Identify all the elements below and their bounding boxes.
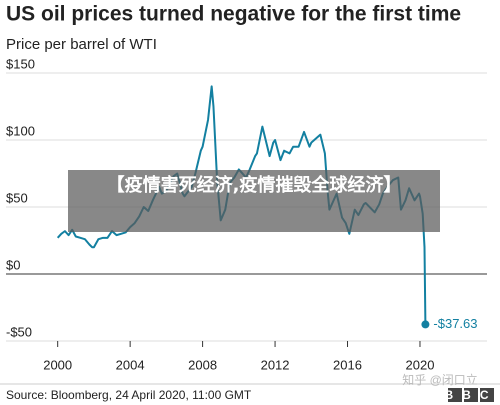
logo-text: BBC [445, 388, 498, 402]
y-tick-label: -$50 [6, 324, 32, 339]
overlay-headline: 【疫情害死经济,疫情摧毁全球经济】 [106, 175, 402, 196]
y-tick-label: $0 [6, 257, 20, 272]
value-label: -$37.63 [433, 316, 477, 331]
y-tick-label: $50 [6, 190, 28, 205]
x-tick-label: 2012 [261, 357, 290, 372]
x-tick-label: 2016 [333, 357, 362, 372]
watermark: 知乎 @闭口立 [402, 372, 478, 387]
x-tick-label: 2000 [43, 357, 72, 372]
y-tick-label: $100 [6, 123, 35, 138]
end-point [421, 320, 430, 329]
source: Source: Bloomberg, 24 April 2020, 11:00 … [6, 388, 252, 402]
logo: BBC [445, 388, 498, 402]
chart-title: US oil prices turned negative for the fi… [6, 3, 461, 26]
y-tick-label: $150 [6, 56, 35, 71]
x-tick-label: 2004 [116, 357, 145, 372]
x-tick-label: 2020 [406, 357, 435, 372]
x-tick-label: 2008 [188, 357, 217, 372]
chart-subtitle: Price per barrel of WTI [6, 36, 157, 53]
overlay-banner [68, 170, 440, 232]
overlay-box: 【疫情害死经济,疫情摧毁全球经济】 [106, 175, 402, 196]
